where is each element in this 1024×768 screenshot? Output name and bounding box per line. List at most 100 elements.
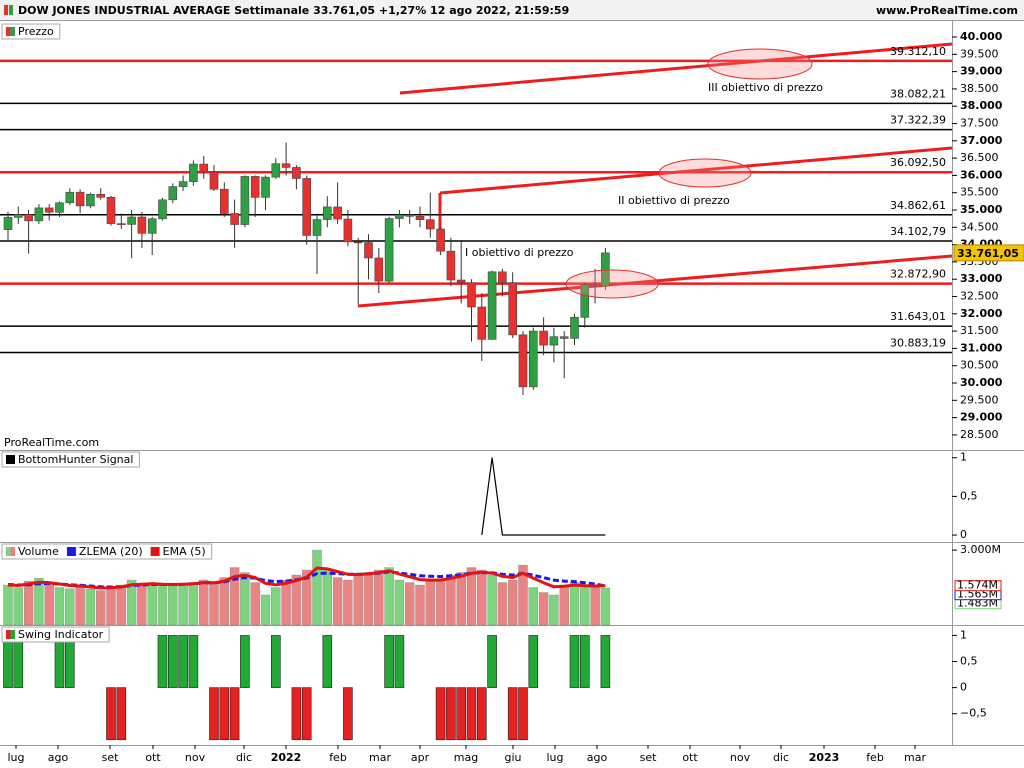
candle-body <box>364 242 373 259</box>
candle-body <box>580 284 590 318</box>
volume-bar <box>466 567 477 626</box>
volume-bar <box>168 584 178 626</box>
volume-bar <box>456 572 466 626</box>
candle-body <box>117 223 126 225</box>
volume-bar <box>312 549 322 626</box>
x-tick-label: dic <box>773 751 789 764</box>
swing-bar <box>219 687 230 741</box>
legend-swatch <box>10 547 15 556</box>
swing-bar <box>466 687 477 741</box>
x-tick-label: nov <box>730 751 751 764</box>
candle-body <box>425 219 435 230</box>
swing-bar <box>569 635 580 688</box>
y-tick-label: 29.500 <box>960 393 999 406</box>
trend-lines <box>357 42 953 308</box>
panel-label-box <box>1 23 61 40</box>
candle-body <box>549 336 559 346</box>
x-tick-label: apr <box>411 751 430 764</box>
volume-bar <box>405 582 415 626</box>
candle-body <box>343 218 353 243</box>
volume-bar <box>126 579 137 626</box>
volume-bar <box>518 564 528 626</box>
y-tick-label: 37.500 <box>960 117 999 130</box>
volume-bar <box>137 583 147 626</box>
header-site[interactable]: www.ProRealTime.com <box>876 4 1018 17</box>
volume-bar <box>538 592 549 626</box>
volume-bar <box>271 587 281 626</box>
last-price-box <box>953 244 1024 262</box>
candle-body <box>590 284 600 287</box>
volume-bar <box>580 587 590 626</box>
volume-bar <box>85 589 96 626</box>
volume-bar <box>363 572 374 626</box>
panel-label-box <box>1 626 110 643</box>
y-tick-label: 35.000 <box>960 203 1003 216</box>
trend-line <box>399 42 953 95</box>
candle-body <box>477 306 487 340</box>
candle-body <box>178 181 188 187</box>
candle-body <box>456 279 466 284</box>
swing-bar <box>3 635 13 688</box>
x-tick-label: ago <box>48 751 69 764</box>
volume-bar <box>487 574 497 626</box>
candle-body <box>240 176 250 225</box>
annotation: III obiettivo di prezzo <box>708 81 823 94</box>
candle-body <box>508 282 518 336</box>
candle-body <box>333 206 342 220</box>
y-tick-label: 35.500 <box>960 186 999 199</box>
candle-body <box>601 252 610 287</box>
candle-body <box>55 202 64 213</box>
panel-label: Prezzo <box>1 23 61 40</box>
x-tick-label: 2023 <box>809 751 840 764</box>
y-tick-label: 0 <box>960 528 967 541</box>
legend-swatch <box>10 27 15 36</box>
volume-bar <box>54 587 65 626</box>
legend-swatch <box>150 547 160 556</box>
swing-bar <box>301 687 312 741</box>
x-tick-label: set <box>640 751 657 764</box>
panel-label: Volume ZLEMA (20) EMA (5) <box>1 543 213 560</box>
swing-bar <box>322 635 333 688</box>
candle-body <box>96 193 105 198</box>
candle-body <box>199 163 208 173</box>
target-ellipse <box>707 48 813 80</box>
x-tick-label: ott <box>145 751 161 764</box>
target-ellipse <box>658 158 752 188</box>
y-tick-label: 1 <box>960 451 967 464</box>
y-tick-label: 0,5 <box>960 655 978 668</box>
candle-body <box>75 191 85 207</box>
y-tick-label: 1 <box>960 628 967 641</box>
volume-bar <box>147 582 157 626</box>
y-tick-label: 0,5 <box>960 489 978 502</box>
trend-line <box>439 146 953 195</box>
y-tick-label: 28.500 <box>960 428 999 441</box>
candle-body <box>487 271 497 340</box>
y-tick-label: 33.000 <box>960 272 1003 285</box>
x-tick-label: 2022 <box>271 751 302 764</box>
volume-bar <box>425 581 435 626</box>
legend-swatch <box>6 455 15 464</box>
swing-bar <box>518 687 528 741</box>
candle-body <box>65 191 75 204</box>
candle-body <box>312 219 322 236</box>
y-tick-label: 36.500 <box>960 151 999 164</box>
candle-body <box>405 214 415 217</box>
volume-bar <box>65 588 75 626</box>
header-icon <box>4 5 8 15</box>
volume-bar <box>343 579 353 626</box>
y-tick-label: 34.500 <box>960 220 999 233</box>
legend-label: Volume <box>18 545 59 558</box>
candle-body <box>467 282 476 308</box>
trend-line <box>357 254 953 308</box>
volume-bar <box>75 586 85 626</box>
x-tick-label: mar <box>904 751 926 764</box>
y-tick-label: 31.000 <box>960 341 1003 354</box>
volume-bar <box>394 579 405 626</box>
level-label: 38.082,21 <box>890 87 946 100</box>
header-icon <box>9 5 13 15</box>
legend-label: Prezzo <box>18 25 54 38</box>
x-tick-label: giu <box>504 751 521 764</box>
volume-bar <box>44 582 54 626</box>
volume-bar <box>240 572 250 626</box>
